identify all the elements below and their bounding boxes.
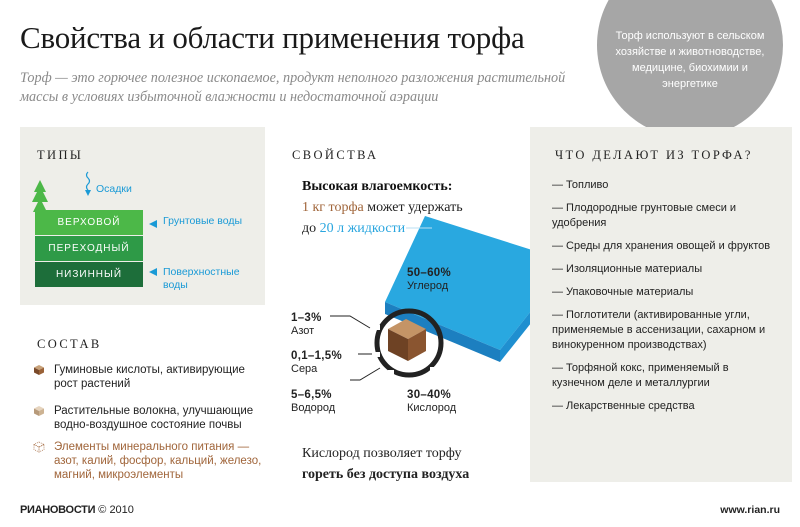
ring-gap bbox=[372, 352, 380, 357]
element-sulfur-name: Сера bbox=[291, 363, 318, 375]
list-item: — Среды для хранения овощей и фруктов bbox=[552, 240, 771, 252]
ring-gap bbox=[388, 370, 394, 378]
uses-heading: ЧТО ДЕЛАЮТ ИЗ ТОРФА? bbox=[555, 148, 753, 162]
element-nitrogen: 1–3% Азот bbox=[291, 312, 322, 338]
leader-nitrogen bbox=[330, 315, 371, 329]
groundwater-label: Грунтовые воды bbox=[163, 215, 243, 227]
oxygen-burn-text: Кислород позволяет торфу гореть без дост… bbox=[302, 443, 532, 485]
can-hold-text: может удержать bbox=[363, 200, 463, 215]
uses-panel bbox=[530, 127, 792, 482]
peat-cube-icon bbox=[388, 319, 426, 361]
arrow-left-icon bbox=[149, 220, 157, 228]
types-illustration bbox=[32, 171, 91, 212]
element-carbon-name: Углерод bbox=[407, 280, 449, 292]
list-item: — Поглотители (активированные угли, прим… bbox=[552, 309, 766, 351]
footer-url[interactable]: www.rian.ru bbox=[720, 504, 780, 516]
callout-text: Торф используют в сельском хозяйстве и ж… bbox=[615, 30, 765, 90]
arrow-left-icon bbox=[149, 268, 157, 276]
list-item: — Лекарственные средства bbox=[552, 400, 695, 412]
composition-heading: СОСТАВ bbox=[37, 337, 102, 351]
element-oxygen-pct: 30–40% bbox=[407, 389, 452, 401]
list-item: — Упаковочные материалы bbox=[552, 286, 694, 298]
page-title: Свойства и области применения торфа bbox=[20, 20, 525, 55]
tree-icon bbox=[32, 180, 48, 212]
element-hydrogen: 5–6,5% Водород bbox=[291, 389, 335, 415]
element-oxygen-name: Кислород bbox=[407, 402, 457, 414]
layer-lowland: НИЗИННЫЙ bbox=[35, 262, 143, 287]
element-oxygen: 30–40% Кислород bbox=[407, 389, 456, 415]
dotted-cube-icon bbox=[33, 441, 45, 453]
water-slab-top bbox=[385, 216, 570, 350]
element-sulfur-pct: 0,1–1,5% bbox=[291, 350, 342, 362]
leader-hydrogen bbox=[350, 367, 381, 381]
layer-upper: ВЕРХОВОЙ bbox=[35, 210, 143, 235]
element-nitrogen-name: Азот bbox=[291, 325, 315, 337]
element-hydrogen-pct: 5–6,5% bbox=[291, 389, 332, 401]
ria-logo: РИАНОВОСТИ bbox=[20, 504, 96, 516]
copyright-text: © 2010 bbox=[98, 504, 134, 516]
types-heading: ТИПЫ bbox=[37, 148, 84, 162]
composition-item-humic: Гуминовые кислоты, активирующие рост рас… bbox=[54, 364, 245, 390]
list-item: — Топливо bbox=[552, 179, 609, 191]
burn-line-2: гореть без доступа воздуха bbox=[302, 467, 470, 482]
cube-icon bbox=[34, 365, 44, 375]
element-sulfur: 0,1–1,5% Сера bbox=[291, 350, 342, 376]
element-carbon-pct: 50–60% bbox=[407, 267, 452, 279]
composition-item-minerals: Элементы минерального питания — азот, ка… bbox=[54, 441, 262, 481]
burn-line-1: Кислород позволяет торфу bbox=[302, 446, 462, 461]
surfacewater-label: Поверхностные воды bbox=[163, 266, 240, 291]
element-ring bbox=[374, 308, 444, 378]
capacity-title: Высокая влагоемкость: bbox=[302, 179, 453, 194]
list-item: — Плодородные грунтовые смеси и удобрени… bbox=[552, 202, 737, 229]
ring-gap bbox=[372, 325, 380, 330]
element-carbon: 50–60% Углерод bbox=[407, 267, 451, 293]
element-hydrogen-name: Водород bbox=[291, 402, 336, 414]
rain-arrow-icon bbox=[85, 171, 91, 196]
up-to-text: до bbox=[302, 221, 320, 236]
layer-transitional: ПЕРЕХОДНЫЙ bbox=[35, 236, 143, 261]
page-subtitle: Торф — это горючее полезное ископаемое, … bbox=[20, 70, 566, 105]
amount-liquid: 20 л жидкости bbox=[319, 221, 406, 236]
element-nitrogen-pct: 1–3% bbox=[291, 312, 322, 324]
ring-gap bbox=[430, 367, 436, 375]
footer-credit: РИАНОВОСТИ © 2010 bbox=[20, 504, 134, 516]
capacity-text: Высокая влагоемкость: 1 кг торфа может у… bbox=[302, 176, 532, 239]
cube-light-icon bbox=[34, 406, 44, 416]
properties-heading: СВОЙСТВА bbox=[292, 148, 379, 162]
water-arrows bbox=[149, 220, 157, 276]
water-slab-front bbox=[385, 302, 500, 362]
precipitation-label: Осадки bbox=[96, 183, 132, 195]
composition-item-fibers: Растительные волокна, улучшающие водно-в… bbox=[54, 405, 254, 431]
list-item: — Изоляционные материалы bbox=[552, 263, 703, 275]
list-item: — Торфяной кокс, применяемый в кузнечном… bbox=[552, 362, 729, 389]
amount-peat: 1 кг торфа bbox=[302, 200, 364, 215]
uses-list: — Топливо — Плодородные грунтовые смеси … bbox=[552, 178, 784, 422]
